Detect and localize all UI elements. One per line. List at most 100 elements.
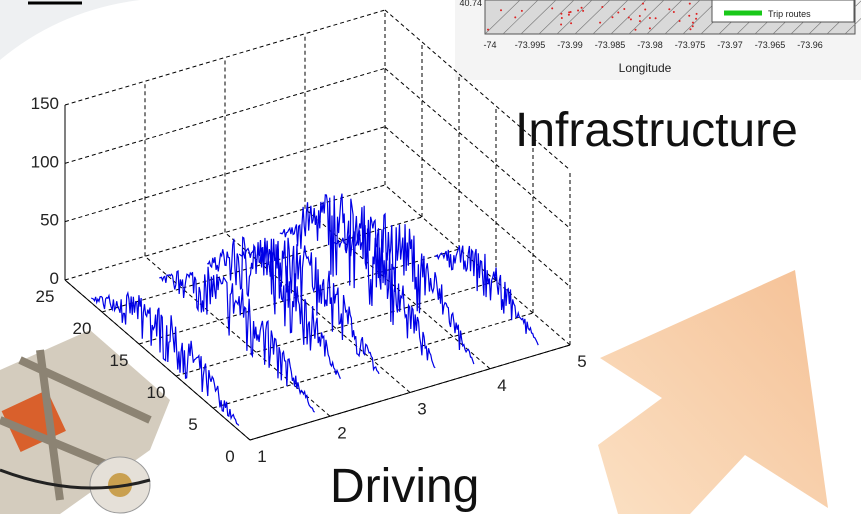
trip-point	[582, 9, 585, 12]
trip-point	[678, 20, 681, 23]
trip-point	[560, 12, 563, 15]
trace	[207, 236, 341, 380]
trace	[333, 212, 475, 365]
trip-point	[641, 2, 644, 5]
grid-line	[384, 126, 571, 288]
map-legend	[711, 0, 855, 23]
trip-point	[611, 16, 614, 19]
trip-point	[672, 10, 675, 13]
trip-point	[691, 25, 694, 28]
map-lat-tick: 40.74	[459, 0, 482, 8]
trip-point	[691, 21, 694, 24]
map-lon-tick: -73.965	[755, 40, 786, 50]
y-tick-label: 25	[36, 287, 55, 306]
trip-point	[688, 2, 691, 5]
trip-point	[560, 16, 563, 19]
map-lon-tick: -73.995	[515, 40, 546, 50]
map-lon-tick: -73.975	[675, 40, 706, 50]
trip-point	[551, 7, 554, 10]
street	[592, 0, 629, 35]
y-axis	[64, 279, 251, 441]
map-snippet: Trip routes 40.74 Longitude -74 -73.995 -7…	[455, 0, 861, 80]
map-lon-tick: -73.97	[717, 40, 743, 50]
trip-point	[648, 16, 651, 19]
trip-point	[634, 28, 637, 31]
x-tick-label: 5	[577, 352, 586, 371]
trip-point	[695, 17, 698, 20]
trace	[434, 245, 539, 346]
grid-line	[304, 208, 491, 370]
street	[664, 0, 701, 35]
y-tick-label: 5	[188, 415, 197, 434]
trip-point	[599, 21, 602, 24]
legend-label: Trip routes	[768, 9, 811, 19]
z-tick-label: 0	[50, 269, 59, 288]
trip-point	[567, 13, 570, 16]
decor-swoosh	[0, 0, 140, 60]
trip-point	[644, 8, 647, 11]
x-axis	[249, 344, 571, 441]
map-lon-tick: -73.96	[797, 40, 823, 50]
map-lon-tick: -74	[483, 40, 496, 50]
trip-point	[638, 15, 641, 18]
trip-point	[569, 11, 572, 14]
y-tick-label: 20	[73, 319, 92, 338]
street	[844, 18, 861, 35]
trip-point	[580, 6, 583, 9]
trip-point	[627, 16, 630, 19]
trip-point	[648, 27, 651, 30]
trip-point	[668, 8, 671, 11]
street	[646, 0, 683, 35]
map-lon-tick: -73.985	[595, 40, 626, 50]
trip-point	[577, 9, 580, 12]
trip-point	[688, 14, 691, 17]
trip-point	[570, 22, 573, 25]
trip-point	[514, 16, 517, 19]
trip-point	[623, 7, 626, 10]
trip-point	[487, 28, 490, 31]
street	[484, 0, 521, 35]
map-lon-tick: -73.99	[557, 40, 583, 50]
trip-point	[601, 5, 604, 8]
street	[574, 0, 611, 35]
street	[538, 0, 575, 35]
trip-point	[520, 9, 523, 12]
street	[520, 0, 557, 35]
x-tick-label: 2	[337, 423, 346, 442]
trip-point	[617, 11, 620, 14]
z-tick-label: 100	[31, 152, 59, 171]
y-tick-label: 10	[147, 383, 166, 402]
x-tick-label: 1	[257, 447, 266, 466]
street	[628, 0, 665, 35]
trip-point	[695, 12, 698, 15]
grid-line	[384, 67, 571, 229]
y-tick-label: 0	[225, 447, 234, 466]
chassis-image	[0, 330, 170, 514]
trace	[159, 266, 316, 413]
arrow	[598, 270, 828, 514]
trace	[238, 237, 380, 375]
trip-point	[638, 20, 641, 23]
trip-point	[560, 23, 563, 26]
trace	[90, 290, 240, 426]
street	[556, 0, 593, 35]
trip-point	[689, 28, 692, 31]
trip-point	[500, 9, 503, 12]
street	[502, 0, 539, 35]
infrastructure-label: Infrastructure	[515, 104, 798, 157]
grid-line	[384, 9, 571, 171]
map-lon-tick: -73.98	[637, 40, 663, 50]
map-axis-label: Longitude	[619, 61, 672, 75]
x-tick-label: 3	[417, 400, 426, 419]
trip-point	[568, 11, 571, 14]
driving-label: Driving	[330, 460, 479, 513]
trip-point	[654, 17, 657, 20]
z-tick-label: 150	[31, 94, 59, 113]
x-tick-label: 4	[497, 376, 506, 395]
trip-point	[629, 18, 632, 21]
z-tick-label: 50	[40, 211, 59, 230]
y-tick-label: 15	[110, 351, 129, 370]
